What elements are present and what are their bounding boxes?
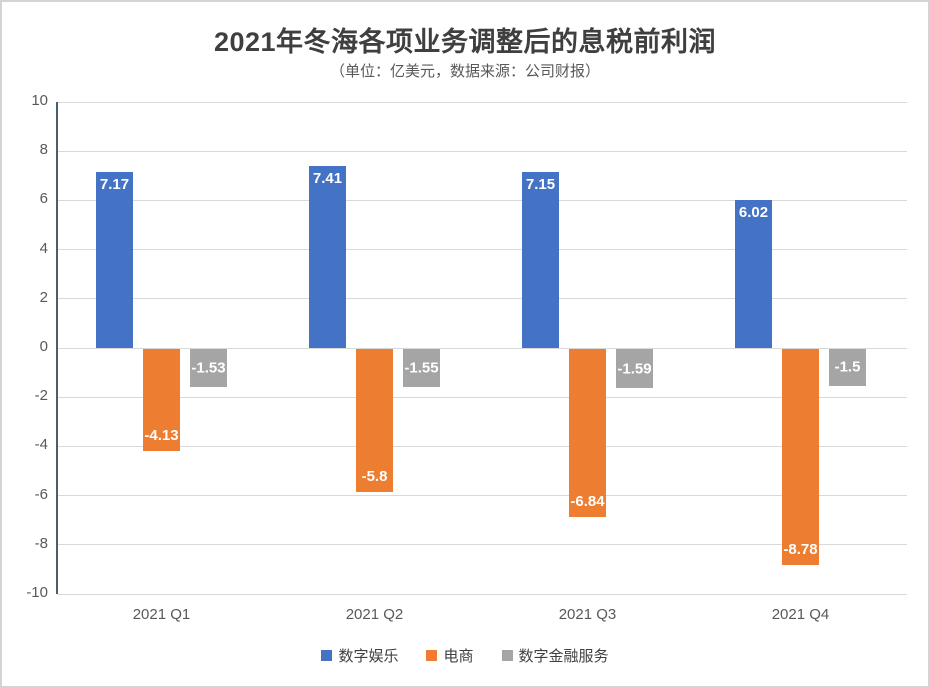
legend-marker-icon (501, 650, 513, 661)
grid-line (57, 396, 907, 398)
x-tick-label: 2021 Q2 (345, 606, 404, 623)
bar: -1.5 (829, 349, 866, 386)
bar-value-label: 6.02 (738, 203, 769, 221)
bar: -4.13 (143, 349, 180, 451)
bar: 7.17 (96, 171, 133, 348)
bar-value-label: 7.17 (99, 175, 130, 193)
bar: -5.8 (356, 349, 393, 492)
bar-value-label: 7.15 (525, 176, 556, 194)
grid-line (57, 298, 907, 300)
bar: -6.84 (569, 349, 606, 518)
bar-value-label: -1.5 (834, 358, 861, 376)
y-tick-label: -4 (34, 436, 48, 454)
grid-line (57, 593, 907, 595)
y-tick-label: 8 (39, 141, 48, 159)
bar-value-label: -8.78 (783, 540, 818, 558)
bar: 7.15 (522, 172, 559, 348)
bar: -1.55 (403, 349, 440, 388)
legend-item: 电商 (426, 645, 474, 666)
grid-line (57, 199, 907, 201)
bar: -1.59 (616, 349, 653, 389)
chart-subtitle: （单位：亿美元，数据来源：公司财报） (329, 63, 600, 80)
y-tick-label: 10 (31, 92, 48, 109)
y-tick-label: -2 (34, 387, 48, 405)
y-tick-label: -10 (26, 584, 48, 601)
x-tick-label: 2021 Q4 (771, 606, 830, 623)
y-tick-label: 2 (39, 288, 48, 306)
bar-value-label: 7.41 (312, 169, 343, 187)
legend-item: 数字娱乐 (321, 645, 398, 666)
legend-label: 电商 (443, 648, 474, 665)
grid-line (57, 544, 907, 546)
legend: 数字娱乐 电商 数字金融服务 (2, 645, 928, 666)
legend-marker-icon (321, 650, 333, 661)
bar-value-label: -5.8 (361, 467, 388, 485)
bar-value-label: -6.84 (570, 493, 605, 511)
bar: 6.02 (735, 199, 772, 348)
grid-line (57, 101, 907, 103)
bar-value-label: -1.53 (191, 359, 226, 377)
grid-line (57, 495, 907, 497)
grid-line (57, 150, 907, 152)
legend-label: 数字娱乐 (338, 648, 399, 665)
y-tick-label: -8 (34, 534, 48, 552)
chart-title: 2021年冬海各项业务调整后的息税前利润 (213, 27, 717, 57)
grid-line (57, 249, 907, 251)
y-tick-label: 6 (39, 190, 48, 208)
y-axis-line (56, 102, 58, 594)
grid-line (57, 347, 907, 349)
bar-value-label: -4.13 (144, 426, 179, 444)
grid-line (57, 445, 907, 447)
y-tick-label: 0 (39, 338, 48, 355)
x-tick-label: 2021 Q3 (558, 606, 617, 623)
y-tick-label: -6 (34, 485, 48, 503)
bar: -8.78 (782, 349, 819, 565)
bar: -1.53 (190, 349, 227, 387)
legend-marker-icon (426, 650, 438, 661)
bar: 7.41 (309, 165, 346, 348)
legend-label: 数字金融服务 (518, 648, 609, 665)
legend-item: 数字金融服务 (501, 645, 609, 666)
bar-value-label: -1.55 (404, 359, 439, 377)
y-tick-label: 4 (39, 239, 48, 257)
bar-value-label: -1.59 (617, 360, 652, 378)
x-tick-label: 2021 Q1 (132, 606, 191, 623)
